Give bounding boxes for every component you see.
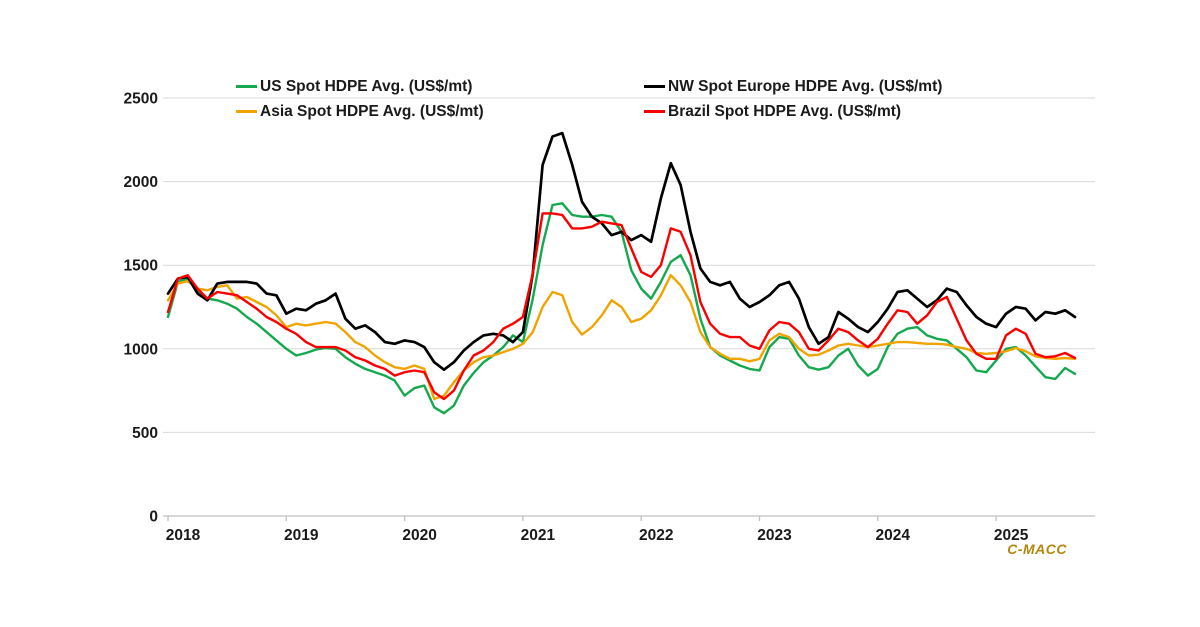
legend-item-brazil: Brazil Spot HDPE Avg. (US$/mt) bbox=[644, 99, 942, 124]
x-tick-label-2022: 2022 bbox=[639, 527, 673, 544]
y-tick-label-1500: 1500 bbox=[124, 258, 158, 275]
x-tick-label-2021: 2021 bbox=[521, 527, 556, 544]
x-tick-label-2020: 2020 bbox=[402, 527, 436, 544]
legend-item-asia: Asia Spot HDPE Avg. (US$/mt) bbox=[236, 99, 644, 124]
x-tick-label-2024: 2024 bbox=[876, 527, 911, 544]
legend-swatch-us bbox=[236, 85, 257, 88]
legend-item-europe: NW Spot Europe HDPE Avg. (US$/mt) bbox=[644, 74, 942, 99]
legend-swatch-europe bbox=[644, 85, 665, 88]
legend-label-brazil: Brazil Spot HDPE Avg. (US$/mt) bbox=[668, 103, 902, 120]
legend-label-us: US Spot HDPE Avg. (US$/mt) bbox=[260, 78, 473, 95]
series-line-1 bbox=[166, 274, 1077, 401]
cmacc-watermark: C-MACC bbox=[1007, 541, 1067, 557]
y-tick-label-500: 500 bbox=[132, 425, 158, 442]
legend-item-us: US Spot HDPE Avg. (US$/mt) bbox=[236, 74, 644, 99]
y-tick-label-1000: 1000 bbox=[124, 341, 158, 358]
y-tick-label-2500: 2500 bbox=[124, 91, 158, 108]
chart-legend: US Spot HDPE Avg. (US$/mt) NW Spot Europ… bbox=[236, 74, 942, 124]
legend-swatch-brazil bbox=[644, 110, 665, 113]
legend-label-europe: NW Spot Europe HDPE Avg. (US$/mt) bbox=[668, 78, 943, 95]
legend-swatch-asia bbox=[236, 110, 257, 113]
x-tick-label-2019: 2019 bbox=[284, 527, 319, 544]
series-line-2 bbox=[166, 131, 1077, 372]
y-tick-label-0: 0 bbox=[149, 509, 158, 526]
legend-label-asia: Asia Spot HDPE Avg. (US$/mt) bbox=[260, 103, 484, 120]
y-tick-label-2000: 2000 bbox=[124, 174, 158, 191]
x-tick-label-2018: 2018 bbox=[166, 527, 201, 544]
series-line-3 bbox=[166, 212, 1077, 401]
x-tick-label-2025: 2025 bbox=[994, 527, 1029, 544]
x-tick-label-2023: 2023 bbox=[757, 527, 792, 544]
